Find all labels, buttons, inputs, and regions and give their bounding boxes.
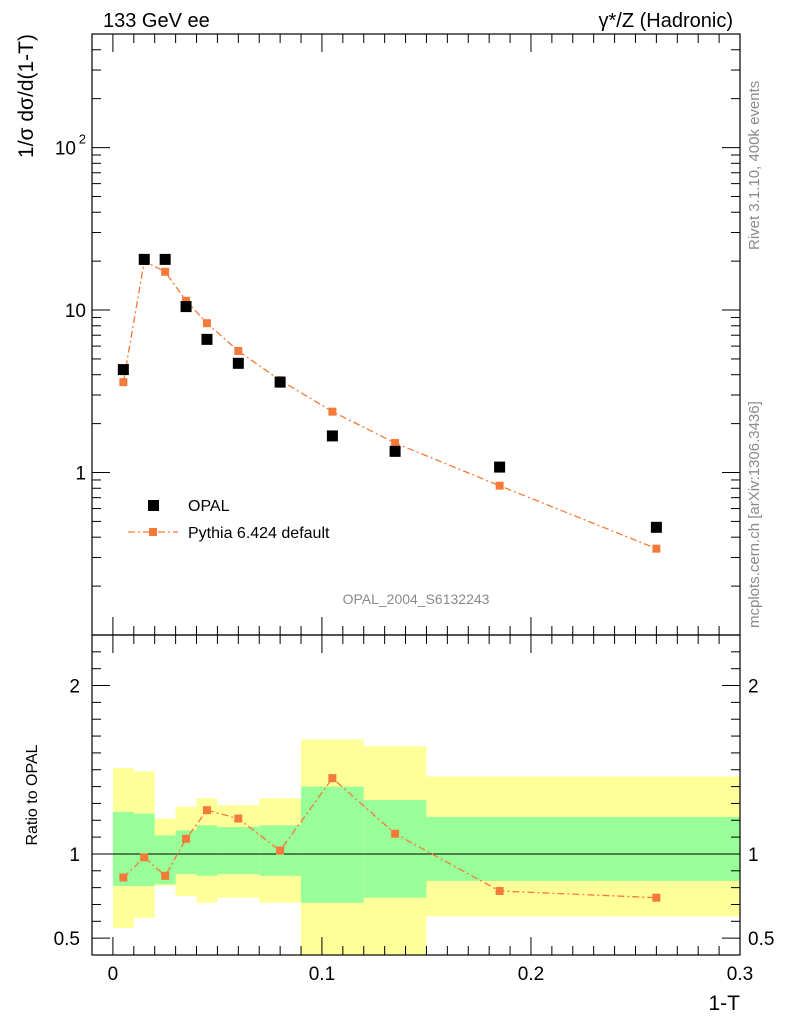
x-tick-label: 0.1	[309, 964, 335, 985]
pythia-point	[119, 378, 128, 387]
legend-opal-marker	[148, 500, 159, 511]
ratio-point	[140, 853, 149, 862]
ratio-y-axis: 0.5 0.5 1 1 2 2	[54, 634, 774, 956]
pythia-point	[495, 481, 504, 490]
opal-point	[117, 364, 129, 376]
ratio-point	[119, 873, 128, 882]
ratio-point	[202, 806, 211, 815]
ratio-point	[495, 887, 504, 895]
ratio-band-inner-bin	[217, 827, 260, 875]
main-y-tick-label-exponent: 2	[79, 132, 86, 147]
ratio-y-tick-label-right: 0.5	[748, 929, 774, 950]
pythia-point	[652, 544, 661, 553]
ratio-x-axis: 0 0.1 0.2 0.3	[108, 635, 753, 985]
ratio-point	[276, 846, 285, 855]
mcplots-label: mcplots.cern.ch [arXiv:1306.3436]	[746, 401, 763, 628]
legend: OPAL Pythia 6.424 default	[128, 498, 330, 542]
ratio-point	[182, 834, 191, 843]
main-y-tick-label: 1	[75, 464, 86, 485]
rivet-label: Rivet 3.1.10, 400k events	[746, 81, 763, 250]
ratio-point	[161, 871, 170, 880]
ratio-band-inner-bin	[175, 830, 197, 875]
ratio-band-inner-bin	[196, 825, 218, 876]
ratio-y-tick-label-left: 2	[69, 677, 80, 698]
ratio-band-inner-bin	[133, 813, 155, 886]
ratio-band-inner-bin	[112, 811, 134, 886]
x-tick-label: 0.3	[727, 964, 753, 985]
ratio-y-tick-label-left: 1	[69, 845, 80, 866]
plot-title-right: γ*/Z (Hadronic)	[599, 10, 733, 32]
x-tick-label: 0	[108, 964, 119, 985]
legend-pythia-marker	[149, 528, 157, 536]
opal-point	[389, 445, 401, 457]
pythia-curve	[122, 260, 657, 550]
main-x-axis	[112, 34, 741, 635]
ratio-point	[234, 814, 243, 823]
opal-point	[494, 461, 506, 473]
opal-point	[201, 333, 213, 345]
opal-points	[117, 253, 662, 533]
opal-point	[159, 253, 171, 265]
ratio-point	[652, 893, 661, 902]
opal-point	[274, 376, 286, 388]
ratio-point	[328, 774, 337, 783]
ratio-panel: 0.5 0.5 1 1 2 2 0 0.1 0.2 0.3	[54, 634, 774, 985]
legend-opal-label: OPAL	[188, 498, 230, 515]
opal-point	[650, 521, 662, 533]
main-plot-frame	[91, 33, 741, 636]
analysis-label: OPAL_2004_S6132243	[343, 591, 490, 607]
ratio-band-inner-bin	[154, 835, 176, 885]
main-y-axis-label: 1/σ dσ/d(1-T)	[15, 34, 38, 158]
pythia-point	[234, 346, 243, 355]
opal-point	[138, 253, 150, 265]
pythia-point	[161, 267, 170, 276]
pythia-point	[202, 319, 211, 328]
ratio-point	[391, 829, 400, 838]
pythia-point	[182, 296, 191, 305]
opal-point	[232, 357, 244, 369]
ratio-points	[119, 774, 661, 902]
ratio-band-inner-bin	[301, 786, 364, 903]
ratio-y-tick-label-right: 1	[748, 845, 759, 866]
pythia-point	[391, 438, 400, 447]
x-tick-label: 0.2	[518, 964, 544, 985]
x-axis-label: 1-T	[709, 992, 741, 1015]
plot-title-left: 133 GeV ee	[103, 10, 210, 32]
ratio-y-axis-label: Ratio to OPAL	[24, 744, 41, 845]
opal-point	[180, 301, 192, 313]
ratio-plot-frame	[91, 634, 741, 956]
pythia-point	[328, 407, 337, 416]
ratio-band-inner-bin	[363, 800, 427, 898]
ratio-y-tick-label-right: 2	[748, 677, 759, 698]
opal-point	[326, 430, 338, 442]
ratio-band-inner-bin	[426, 816, 740, 881]
ratio-band-inner	[112, 786, 740, 903]
main-y-tick-label: 10	[55, 139, 76, 160]
ratio-y-tick-label-left: 0.5	[54, 929, 80, 950]
legend-pythia-label: Pythia 6.424 default	[188, 525, 330, 542]
main-y-tick-label: 10	[65, 301, 86, 322]
